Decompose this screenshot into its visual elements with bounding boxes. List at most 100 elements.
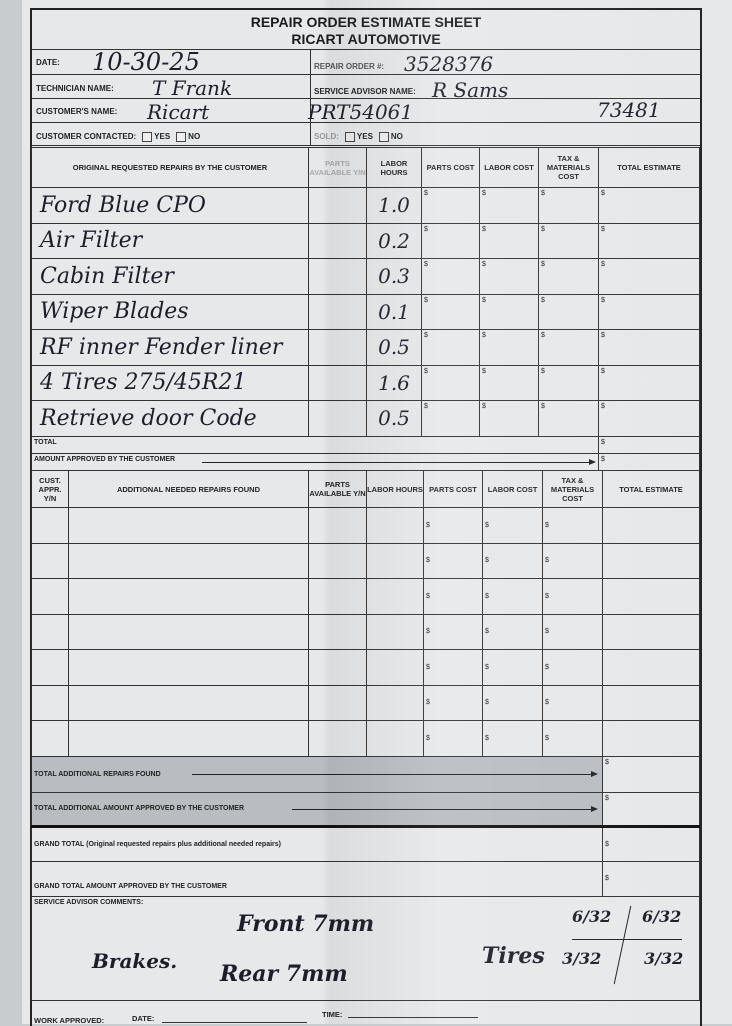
parts-available-cell[interactable] [308, 507, 367, 544]
total-estimate-cell[interactable]: $ [598, 258, 700, 295]
tax-cost-cell[interactable]: $ [538, 222, 599, 259]
parts-cost-cell[interactable]: $ [423, 684, 483, 721]
tax-cost-cell[interactable]: $ [542, 507, 603, 544]
repair-description[interactable]: 4 Tires 275/45R21 [31, 364, 309, 401]
repair-description[interactable]: Ford Blue CPO [31, 187, 309, 224]
total-estimate-cell[interactable]: $ [598, 293, 700, 330]
labor-hours-cell[interactable] [366, 507, 424, 544]
no-checkbox[interactable] [176, 132, 187, 142]
total-estimate-cell[interactable] [602, 684, 700, 721]
parts-available-cell[interactable] [308, 293, 367, 330]
additional-description-cell[interactable] [68, 542, 309, 579]
total-estimate-cell[interactable] [602, 720, 700, 757]
sold-yes-checkbox[interactable] [344, 132, 355, 142]
labor-cost-cell[interactable]: $ [479, 293, 539, 330]
total-estimate-cell[interactable] [602, 542, 700, 579]
parts-available-cell[interactable] [308, 364, 367, 401]
tax-cost-cell[interactable]: $ [542, 649, 603, 686]
total-estimate-cell[interactable]: $ [598, 364, 700, 401]
parts-cost-cell[interactable]: $ [421, 364, 480, 401]
customer-approved-cell[interactable] [31, 649, 69, 686]
labor-cost-cell[interactable]: $ [479, 222, 539, 259]
parts-available-cell[interactable] [308, 329, 367, 366]
labor-hours-cell[interactable] [366, 542, 424, 579]
labor-hours-cell[interactable]: 0.3 [366, 258, 422, 295]
labor-cost-cell[interactable]: $ [482, 649, 543, 686]
tax-cost-cell[interactable]: $ [542, 578, 603, 615]
parts-available-cell[interactable] [308, 613, 367, 650]
labor-cost-cell[interactable]: $ [479, 400, 539, 437]
labor-hours-cell[interactable] [366, 649, 424, 686]
labor-cost-cell[interactable]: $ [479, 364, 539, 401]
tax-cost-cell[interactable]: $ [538, 258, 599, 295]
parts-available-cell[interactable] [308, 400, 367, 437]
labor-cost-cell[interactable]: $ [482, 578, 543, 615]
parts-cost-cell[interactable]: $ [423, 649, 483, 686]
labor-hours-cell[interactable]: 0.1 [366, 293, 422, 330]
labor-hours-cell[interactable] [366, 720, 424, 757]
total-estimate-cell[interactable] [602, 613, 700, 650]
date-value[interactable]: 10-30-25 [92, 48, 200, 76]
yes-checkbox[interactable] [142, 132, 153, 142]
parts-cost-cell[interactable]: $ [421, 258, 480, 295]
tax-cost-cell[interactable]: $ [538, 293, 599, 330]
customer-approved-cell[interactable] [31, 578, 69, 615]
customer-approved-cell[interactable] [31, 507, 69, 544]
labor-hours-cell[interactable]: 1.0 [366, 187, 422, 224]
parts-cost-cell[interactable]: $ [421, 222, 480, 259]
total-estimate-cell[interactable] [602, 507, 700, 544]
repair-description[interactable]: Air Filter [31, 222, 309, 259]
labor-cost-cell[interactable]: $ [482, 684, 543, 721]
parts-cost-cell[interactable]: $ [423, 720, 483, 757]
customer-approved-cell[interactable] [31, 542, 69, 579]
tax-cost-cell[interactable]: $ [538, 329, 599, 366]
repair-description[interactable]: Retrieve door Code [31, 400, 309, 437]
labor-hours-cell[interactable]: 1.6 [366, 364, 422, 401]
customer-approved-cell[interactable] [31, 684, 69, 721]
tax-cost-cell[interactable]: $ [538, 400, 599, 437]
tax-cost-cell[interactable]: $ [542, 720, 603, 757]
parts-available-cell[interactable] [308, 258, 367, 295]
labor-hours-cell[interactable] [366, 613, 424, 650]
labor-hours-cell[interactable] [366, 684, 424, 721]
repair-description[interactable]: Wiper Blades [31, 293, 309, 330]
labor-cost-cell[interactable]: $ [479, 258, 539, 295]
tax-cost-cell[interactable]: $ [542, 613, 603, 650]
repair-order-value[interactable]: 3528376 [404, 52, 494, 76]
labor-hours-cell[interactable]: 0.2 [366, 222, 422, 259]
parts-available-cell[interactable] [308, 542, 367, 579]
parts-available-cell[interactable] [308, 187, 367, 224]
additional-description-cell[interactable] [68, 507, 309, 544]
tax-cost-cell[interactable]: $ [538, 364, 599, 401]
additional-description-cell[interactable] [68, 613, 309, 650]
total-estimate-cell[interactable]: $ [598, 187, 700, 224]
parts-available-cell[interactable] [308, 649, 367, 686]
total-estimate-cell[interactable]: $ [598, 329, 700, 366]
labor-hours-cell[interactable]: 0.5 [366, 329, 422, 366]
labor-cost-cell[interactable]: $ [482, 720, 543, 757]
parts-available-cell[interactable] [308, 684, 367, 721]
parts-available-cell[interactable] [308, 720, 367, 757]
sold-no-checkbox[interactable] [378, 132, 389, 142]
total-estimate-cell[interactable]: $ [598, 400, 700, 437]
parts-available-cell[interactable] [308, 578, 367, 615]
total-estimate-cell[interactable] [602, 649, 700, 686]
repair-description[interactable]: RF inner Fender liner [31, 329, 309, 366]
tax-cost-cell[interactable]: $ [542, 684, 603, 721]
parts-cost-cell[interactable]: $ [423, 542, 483, 579]
labor-cost-cell[interactable]: $ [479, 329, 539, 366]
labor-cost-cell[interactable]: $ [482, 542, 543, 579]
parts-available-cell[interactable] [308, 222, 367, 259]
parts-cost-cell[interactable]: $ [421, 329, 480, 366]
parts-cost-cell[interactable]: $ [423, 507, 483, 544]
customer-approved-cell[interactable] [31, 613, 69, 650]
additional-description-cell[interactable] [68, 649, 309, 686]
additional-description-cell[interactable] [68, 684, 309, 721]
total-estimate-cell[interactable] [602, 578, 700, 615]
labor-cost-cell[interactable]: $ [482, 613, 543, 650]
parts-cost-cell[interactable]: $ [421, 187, 480, 224]
parts-cost-cell[interactable]: $ [423, 613, 483, 650]
parts-cost-cell[interactable]: $ [421, 293, 480, 330]
labor-hours-cell[interactable] [366, 578, 424, 615]
service-advisor-comments[interactable]: SERVICE ADVISOR COMMENTS: Brakes. Front … [31, 895, 700, 1001]
